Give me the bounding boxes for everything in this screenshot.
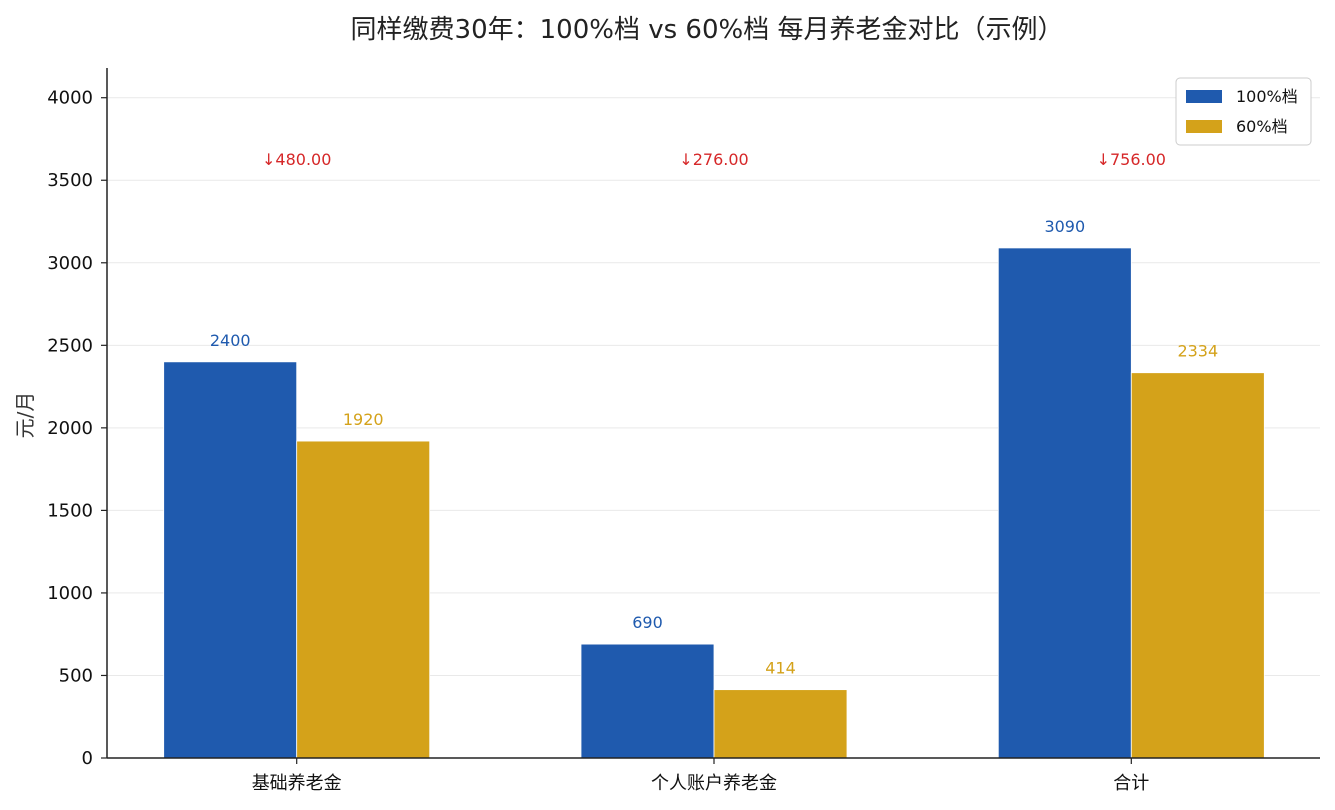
difference-annotation: ↓276.00 — [679, 150, 748, 169]
bar-value-label: 3090 — [1044, 217, 1085, 236]
x-tick-label: 个人账户养老金 — [651, 773, 777, 794]
y-tick-label: 3500 — [47, 170, 93, 191]
difference-annotation: ↓756.00 — [1097, 150, 1166, 169]
y-tick-label: 3000 — [47, 253, 93, 274]
axes: 0 500 1000 1500 2000 2500 3000 3500 4000 基础养老金 个人账… — [47, 68, 1320, 794]
y-tick-label: 1000 — [47, 583, 93, 604]
bar-series-1 — [580, 643, 715, 759]
difference-annotation: ↓480.00 — [262, 150, 331, 169]
bar-series-2 — [713, 689, 848, 759]
bar-value-labels: 2400 1920 ↓480.00 690 414 ↓276.00 3090 2334 ↓756… — [210, 150, 1218, 678]
x-tick-label: 基础养老金 — [252, 773, 342, 794]
legend-entry-label: 60%档 — [1236, 117, 1288, 136]
legend-entry-label: 100%档 — [1236, 87, 1298, 106]
y-axis-label: 元/月 — [13, 392, 37, 439]
bar-series-1 — [997, 247, 1132, 759]
bar-series-2 — [296, 440, 431, 759]
bar-value-label: 690 — [632, 613, 663, 632]
y-tick-label: 2500 — [47, 335, 93, 356]
y-tick-label: 500 — [59, 665, 93, 686]
legend: 100%档 60%档 — [1175, 77, 1312, 146]
bars — [163, 247, 1265, 759]
legend-swatch — [1186, 120, 1222, 133]
bar-value-label: 2334 — [1177, 342, 1218, 361]
legend-swatch — [1186, 90, 1222, 103]
y-tick-label: 0 — [82, 748, 93, 769]
y-tick-label: 2000 — [47, 418, 93, 439]
bar-series-2 — [1130, 372, 1265, 759]
bar-value-label: 1920 — [343, 410, 384, 429]
bar-series-1 — [163, 361, 298, 759]
bar-value-label: 414 — [765, 659, 796, 678]
bar-value-label: 2400 — [210, 331, 251, 350]
chart-title: 同样缴费30年：100%档 vs 60%档 每月养老金对比（示例） — [351, 15, 1064, 45]
x-tick-label: 合计 — [1113, 773, 1149, 794]
y-tick-label: 4000 — [47, 88, 93, 109]
y-tick-label: 1500 — [47, 500, 93, 521]
